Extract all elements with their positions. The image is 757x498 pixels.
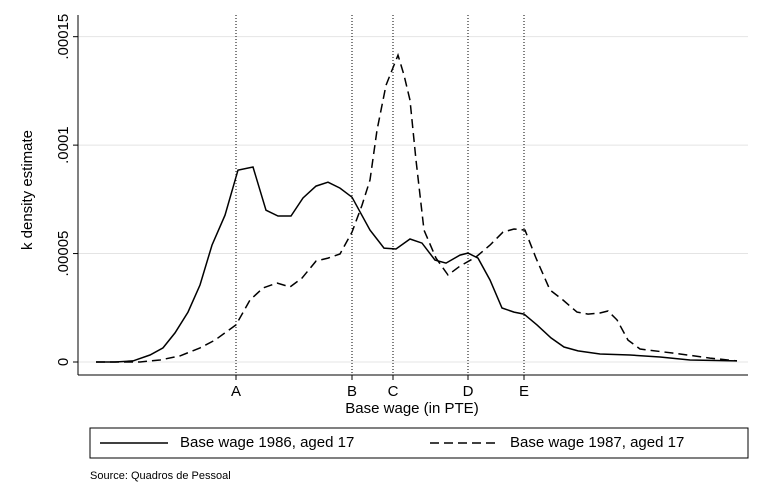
legend-box xyxy=(89,427,749,459)
x-tick-label: E xyxy=(519,383,529,400)
y-tick-label: .0001 xyxy=(55,126,72,164)
legend-label: Base wage 1986, aged 17 xyxy=(180,434,354,451)
y-tick-label: 0 xyxy=(55,358,72,366)
x-tick-label: B xyxy=(347,383,357,400)
x-tick-label: D xyxy=(463,383,474,400)
legend-label: Base wage 1987, aged 17 xyxy=(510,434,684,451)
x-tick-label: A xyxy=(231,383,241,400)
y-tick-label: .00015 xyxy=(55,14,72,60)
x-tick-label: C xyxy=(388,383,399,400)
source-note: Source: Quadros de Pessoal xyxy=(90,470,231,482)
y-axis-title: k density estimate xyxy=(19,130,36,250)
y-tick-label: .00005 xyxy=(55,231,72,277)
density-line xyxy=(96,52,738,363)
x-axis-title: Base wage (in PTE) xyxy=(345,400,478,417)
density-line xyxy=(96,166,738,363)
